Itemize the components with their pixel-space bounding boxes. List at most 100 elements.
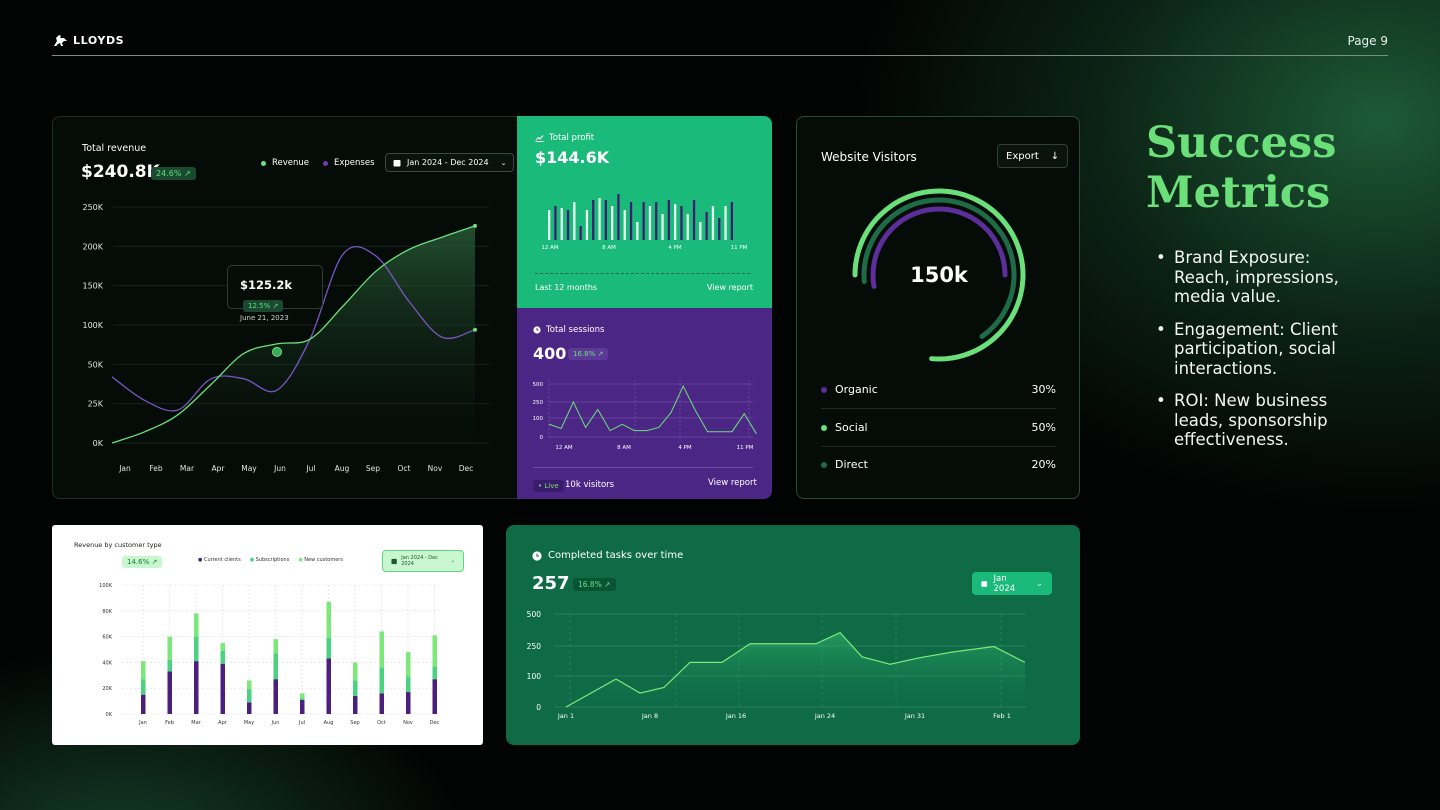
page-number: Page 9 (1347, 34, 1389, 48)
customer-bar-segment (273, 679, 278, 714)
profit-bar (623, 210, 626, 240)
sessions-x-tick: 11 PM (737, 445, 754, 451)
sessions-y-tick: 250 (533, 400, 544, 406)
tasks-title: Completed tasks over time (548, 550, 684, 561)
sessions-y-tick: 0 (540, 435, 544, 441)
profit-bar (611, 206, 614, 240)
profit-bar (579, 226, 582, 240)
customer-bar-segment (432, 679, 437, 714)
profit-bar (560, 208, 563, 240)
brand-logo: LLOYDS (52, 34, 124, 47)
profit-divider (535, 273, 750, 274)
customer-bar-segment (247, 689, 252, 703)
visitors-center-value: 150k (910, 263, 968, 287)
y-tick-label: 150K (82, 282, 103, 291)
legend-revenue: Revenue (261, 158, 309, 168)
customer-card: Revenue by customer type 14.6% ↗ ● Curre… (52, 525, 483, 745)
gauge-arc-organic (870, 206, 1008, 289)
visitor-row-organic: Organic 30% (821, 383, 1056, 409)
x-tick-label: May (241, 464, 257, 473)
tasks-line (565, 631, 1026, 708)
profit-bar (674, 204, 677, 240)
customer-y-tick: 40K (102, 660, 112, 666)
profit-bar (629, 202, 633, 240)
profit-bar (636, 222, 639, 240)
x-tick-label: Jul (305, 464, 315, 473)
gauge-arc-direct (861, 197, 1017, 339)
revenue-date-dropdown[interactable]: Jan 2024 - Dec 2024 ⌄ (385, 153, 515, 172)
customer-x-tick: Oct (377, 720, 386, 726)
export-button[interactable]: Export ↓ (997, 144, 1069, 168)
profit-bar (724, 206, 727, 240)
visitor-dot (821, 386, 827, 393)
profit-card: Total profit $144.6K 12 AM 8 AM 4 PM 11 PM … (517, 116, 772, 308)
profit-label: Total profit (549, 133, 595, 143)
customer-bar-segment (300, 698, 305, 700)
customer-bar-segment (300, 699, 305, 714)
customer-y-tick: 100K (99, 583, 113, 589)
profit-bar (699, 222, 702, 240)
profit-bar (592, 200, 595, 240)
customer-bar-segment (326, 601, 331, 638)
calendar-icon (393, 159, 401, 166)
x-tick-label: Sep (366, 464, 380, 473)
profit-bar (680, 206, 683, 240)
x-tick-label: Apr (212, 464, 226, 473)
customer-bar-segment (379, 631, 384, 668)
expenses-line (111, 245, 476, 412)
visitor-row-direct: Direct 20% (821, 458, 1056, 471)
profit-bar (642, 202, 645, 240)
chevron-down-icon: ⌄ (450, 558, 455, 564)
y-tick-label: 0K (93, 439, 104, 448)
visitors-gauge (852, 188, 1026, 362)
profit-x-tick: 8 AM (602, 245, 616, 251)
sessions-value: 400 (533, 344, 567, 363)
profit-bar (548, 210, 551, 240)
customer-bar-segment (300, 693, 305, 699)
customer-bar-segment (167, 636, 172, 660)
sessions-visitors: 10k visitors (565, 480, 615, 490)
revenue-end-point (473, 223, 477, 228)
sessions-card: Total sessions 400 16.8% ↗ 500 250 100 0 12 … (517, 308, 772, 499)
profit-bar-chart: 12 AM 8 AM 4 PM 11 PM (541, 194, 748, 251)
legend-revenue-label: Revenue (272, 158, 310, 168)
x-tick-label: Oct (398, 464, 411, 473)
customer-bar-segment (247, 680, 252, 690)
profit-bar (711, 206, 715, 240)
customer-bar-segment (406, 652, 411, 677)
customer-stacked-chart: 100K 80K 60K 40K 20K 0K Jan Feb Mar Apr May Jun Jul A… (99, 583, 440, 726)
customer-bar-segment (167, 659, 172, 672)
visitor-dot (821, 424, 827, 431)
legend-current-clients: ● Current clients (198, 557, 241, 563)
profit-view-report-link[interactable]: View report (707, 283, 753, 292)
clock-icon (532, 550, 542, 561)
tasks-area-chart: 500 250 100 0 Jan 1 Jan 8 Jan 16 Jan 24 Jan 31 Fe… (527, 610, 1026, 720)
customer-x-tick: Sep (350, 720, 359, 726)
x-tick-label: Jun (273, 464, 286, 473)
profit-bar (604, 200, 607, 240)
customer-bar-segment (432, 635, 437, 667)
arrow-down-icon: ↓ (1050, 150, 1060, 162)
legend-new-customers: ● New customers (298, 557, 343, 563)
trend-icon (535, 135, 544, 142)
customer-date-dropdown[interactable]: Jan 2024 - Dec 2024 ⌄ (382, 550, 464, 572)
profit-bar (692, 200, 696, 240)
expenses-end-point (473, 327, 477, 332)
customer-bar-segment (194, 636, 199, 662)
profit-bar (566, 210, 570, 240)
metrics-list: Brand Exposure: Reach, impressions, medi… (1154, 248, 1354, 463)
x-tick-label: Feb (149, 464, 163, 473)
profit-bar (554, 206, 557, 240)
legend-subscriptions: ● Subscriptions (249, 557, 290, 563)
customer-x-tick: Jan (138, 720, 147, 726)
sessions-y-tick: 500 (533, 382, 544, 388)
x-tick-label: Dec (459, 464, 474, 473)
customer-change-badge: 14.6% ↗ (122, 556, 163, 568)
profit-bar (617, 194, 620, 240)
sessions-view-report-link[interactable]: View report (708, 478, 757, 488)
tasks-date-dropdown[interactable]: Jan 2024 ⌄ (972, 572, 1052, 595)
sessions-label: Total sessions (546, 325, 605, 335)
customer-bar-segment (406, 676, 411, 693)
customer-bar-segment (379, 667, 384, 694)
legend-expenses-label: Expenses (334, 158, 375, 168)
